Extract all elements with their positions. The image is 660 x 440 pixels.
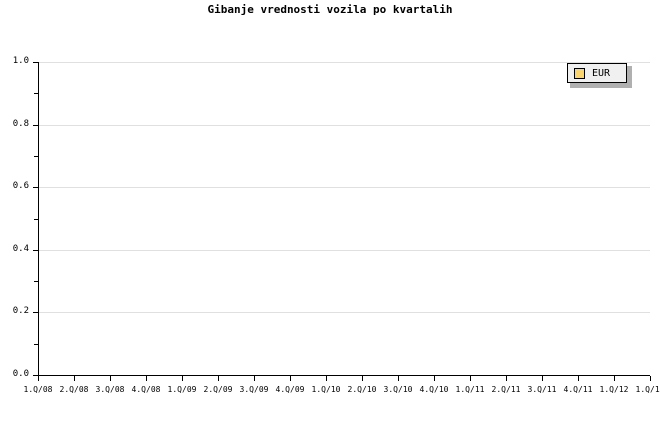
y-axis-tick [33, 187, 38, 188]
x-axis-tick [74, 376, 75, 381]
x-axis-tick [614, 376, 615, 381]
gridline [39, 187, 650, 188]
y-axis-minor-tick [34, 93, 38, 94]
y-axis-label: 0.4 [12, 244, 29, 254]
x-axis-label: 1.Q/12 [635, 385, 660, 394]
gridline [39, 62, 650, 63]
legend-label-eur: EUR [592, 67, 611, 79]
x-axis-label: 1.Q/11 [455, 385, 485, 394]
x-axis-label: 2.Q/11 [491, 385, 521, 394]
x-axis-tick [398, 376, 399, 381]
y-axis-minor-tick [34, 344, 38, 345]
plot-area [38, 62, 650, 375]
x-axis-label: 4.Q/11 [563, 385, 593, 394]
x-axis-label: 1.Q/10 [311, 385, 341, 394]
x-axis-tick [542, 376, 543, 381]
x-axis-tick [470, 376, 471, 381]
x-axis-tick [326, 376, 327, 381]
y-axis-label: 0.8 [12, 119, 29, 129]
gridline [39, 250, 650, 251]
x-axis-tick [182, 376, 183, 381]
y-axis-tick [33, 375, 38, 376]
x-axis-label: 2.Q/10 [347, 385, 377, 394]
chart-title: Gibanje vrednosti vozila po kvartalih [207, 3, 453, 16]
gridline [39, 312, 650, 313]
x-axis-label: 1.Q/09 [167, 385, 197, 394]
x-axis-label: 3.Q/11 [527, 385, 557, 394]
y-axis-label: 0.2 [12, 306, 29, 316]
x-axis-label: 2.Q/09 [203, 385, 233, 394]
x-axis-tick [434, 376, 435, 381]
y-axis-tick [33, 250, 38, 251]
x-axis-label: 3.Q/09 [239, 385, 269, 394]
y-axis-minor-tick [34, 219, 38, 220]
x-axis-tick [254, 376, 255, 381]
x-axis-tick [38, 376, 39, 381]
chart-legend: EUR [567, 63, 627, 83]
gridline [39, 125, 650, 126]
y-axis-spine [38, 62, 39, 376]
x-axis-tick [290, 376, 291, 381]
x-axis-spine [38, 375, 650, 376]
x-axis-tick [650, 376, 651, 381]
y-axis-label: 0.0 [12, 369, 29, 379]
x-axis-tick [578, 376, 579, 381]
x-axis-label: 3.Q/08 [95, 385, 125, 394]
x-axis-label: 1.Q/08 [23, 385, 53, 394]
x-axis-label: 2.Q/08 [59, 385, 89, 394]
y-axis-label: 0.6 [12, 181, 29, 191]
x-axis-label: 4.Q/08 [131, 385, 161, 394]
x-axis-tick [110, 376, 111, 381]
legend-swatch-eur [574, 67, 585, 79]
y-axis-minor-tick [34, 281, 38, 282]
x-axis-tick [146, 376, 147, 381]
y-axis-tick [33, 125, 38, 126]
x-axis-label: 4.Q/09 [275, 385, 305, 394]
x-axis-label: 1.Q/12 [599, 385, 629, 394]
y-axis-tick [33, 312, 38, 313]
x-axis-tick [218, 376, 219, 381]
x-axis-tick [362, 376, 363, 381]
x-axis-label: 4.Q/10 [419, 385, 449, 394]
x-axis-label: 3.Q/10 [383, 385, 413, 394]
y-axis-tick [33, 62, 38, 63]
y-axis-label: 1.0 [12, 56, 29, 66]
x-axis-tick [506, 376, 507, 381]
y-axis-minor-tick [34, 156, 38, 157]
